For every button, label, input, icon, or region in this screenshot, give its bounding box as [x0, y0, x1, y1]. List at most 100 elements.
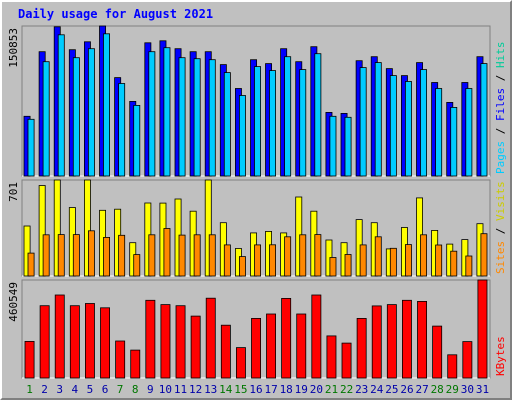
legend-item-pages: Pages — [494, 141, 507, 174]
bar-sites-day-17 — [269, 244, 276, 277]
bar-files-day-12 — [193, 58, 201, 177]
day-label-29: 29 — [446, 383, 459, 396]
legend-kbytes: KBytes — [494, 336, 507, 376]
bar-sites-day-12 — [193, 234, 201, 277]
bar-kbytes-day-29 — [447, 354, 458, 379]
bar-kbytes-day-4 — [69, 305, 80, 379]
bar-sites-day-21 — [329, 257, 337, 277]
bar-files-day-31 — [480, 63, 488, 177]
bar-kbytes-day-28 — [432, 325, 443, 379]
bar-kbytes-day-6 — [100, 307, 111, 379]
bar-visits-day-2 — [38, 185, 46, 277]
bar-sites-day-15 — [238, 256, 246, 277]
bar-kbytes-day-21 — [326, 335, 337, 379]
day-label-24: 24 — [370, 383, 384, 396]
bar-kbytes-day-17 — [266, 313, 277, 379]
bar-files-day-7 — [118, 83, 126, 177]
bar-kbytes-day-15 — [235, 347, 246, 379]
bar-files-day-8 — [133, 105, 141, 177]
bar-files-day-28 — [435, 88, 443, 177]
bar-visits-day-1 — [23, 225, 31, 277]
bar-kbytes-day-8 — [130, 349, 141, 379]
bar-files-day-4 — [72, 57, 80, 177]
bar-kbytes-day-12 — [190, 315, 201, 379]
day-label-27: 27 — [415, 383, 428, 396]
day-label-26: 26 — [400, 383, 413, 396]
bar-files-day-26 — [404, 81, 412, 177]
bar-kbytes-day-22 — [341, 342, 352, 379]
legend-visits: Sites / Visits — [494, 181, 507, 274]
bar-sites-day-25 — [389, 247, 397, 277]
bar-kbytes-day-20 — [311, 294, 322, 379]
bar-sites-day-22 — [344, 254, 352, 277]
bar-files-day-19 — [299, 69, 307, 177]
bar-files-day-9 — [148, 51, 156, 177]
bar-kbytes-day-24 — [371, 305, 382, 379]
bar-kbytes-day-26 — [401, 299, 412, 379]
max-label-kbytes: 460549 — [7, 282, 20, 322]
bar-files-day-24 — [374, 62, 382, 177]
bar-sites-day-20 — [314, 234, 322, 277]
day-label-20: 20 — [310, 383, 323, 396]
day-label-8: 8 — [132, 383, 139, 396]
bar-sites-day-27 — [420, 234, 427, 277]
bar-files-day-6 — [103, 33, 110, 177]
bar-sites-day-7 — [118, 234, 126, 277]
bar-files-day-18 — [284, 56, 292, 177]
day-label-25: 25 — [385, 383, 398, 396]
bar-sites-day-18 — [284, 236, 292, 277]
legend-usage: Pages / Files / Hits — [494, 42, 507, 175]
bar-files-day-3 — [57, 34, 65, 177]
bar-files-day-10 — [163, 47, 171, 177]
bar-sites-day-19 — [299, 234, 307, 277]
day-label-12: 12 — [189, 383, 202, 396]
bar-kbytes-day-27 — [417, 300, 428, 379]
bar-kbytes-day-9 — [145, 299, 156, 379]
bar-sites-day-4 — [72, 234, 80, 277]
legend-item-files: Files — [494, 88, 507, 121]
bar-sites-day-23 — [359, 244, 367, 277]
bar-kbytes-day-31 — [477, 279, 488, 379]
bar-visits-day-13 — [204, 179, 212, 277]
bar-files-day-29 — [450, 107, 458, 177]
bar-sites-day-3 — [57, 234, 65, 277]
day-label-5: 5 — [87, 383, 94, 396]
bar-files-day-27 — [420, 69, 427, 177]
day-label-2: 2 — [41, 383, 48, 396]
bar-sites-day-26 — [404, 244, 412, 277]
bar-files-day-23 — [359, 67, 367, 177]
bar-kbytes-day-5 — [85, 303, 95, 379]
bar-sites-day-10 — [163, 228, 171, 277]
chart-title: Daily usage for August 2021 — [18, 7, 214, 21]
bar-kbytes-day-10 — [160, 304, 171, 379]
day-label-17: 17 — [264, 383, 277, 396]
bar-files-day-17 — [269, 70, 276, 177]
bar-visits-day-5 — [84, 179, 91, 277]
legend-item-visits: Visits — [494, 181, 507, 221]
bar-visits-day-3 — [53, 179, 61, 277]
day-label-22: 22 — [340, 383, 353, 396]
bar-sites-day-2 — [42, 234, 50, 277]
bar-files-day-16 — [254, 66, 261, 177]
bar-kbytes-day-30 — [462, 341, 473, 379]
bar-files-day-14 — [223, 72, 231, 177]
day-label-4: 4 — [71, 383, 78, 396]
day-label-13: 13 — [204, 383, 217, 396]
bar-files-day-11 — [178, 57, 186, 177]
bar-files-day-20 — [314, 53, 322, 177]
bar-kbytes-day-13 — [205, 297, 216, 379]
max-label-usage: 150853 — [7, 28, 20, 68]
day-label-14: 14 — [219, 383, 233, 396]
bar-sites-day-5 — [88, 230, 95, 277]
day-label-10: 10 — [159, 383, 172, 396]
bar-sites-day-28 — [435, 244, 443, 277]
day-label-7: 7 — [117, 383, 124, 396]
bar-files-day-15 — [238, 95, 246, 177]
day-label-9: 9 — [147, 383, 154, 396]
bar-files-day-22 — [344, 116, 352, 177]
day-label-30: 30 — [461, 383, 474, 396]
bar-kbytes-day-3 — [54, 294, 65, 379]
bar-sites-day-6 — [103, 236, 110, 277]
day-label-23: 23 — [355, 383, 368, 396]
bar-kbytes-day-7 — [115, 340, 126, 379]
